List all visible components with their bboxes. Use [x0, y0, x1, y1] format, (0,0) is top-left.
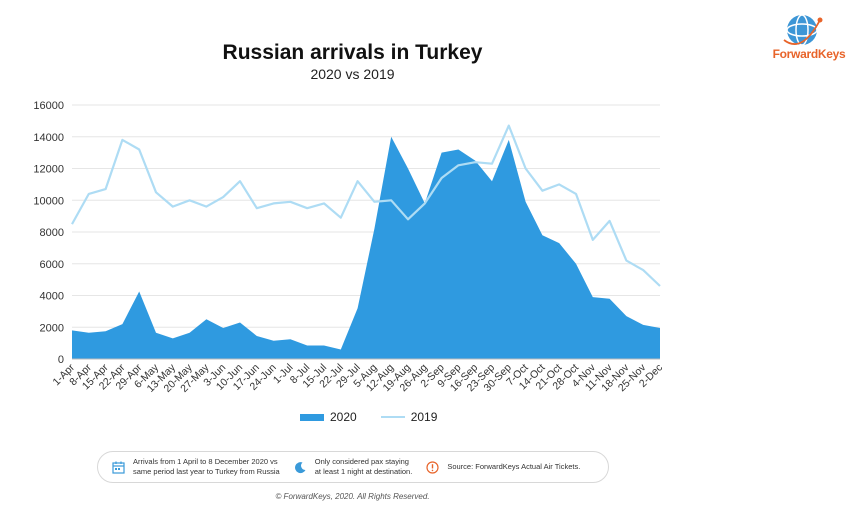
- alert-icon: [426, 460, 439, 474]
- info-period-line2: same period last year to Turkey from Rus…: [133, 467, 280, 476]
- legend-label-2020: 2020: [330, 410, 357, 424]
- info-panel: Arrivals from 1 April to 8 December 2020…: [97, 451, 609, 483]
- logo-text: ForwardKeys: [772, 47, 846, 61]
- y-tick-label: 12000: [33, 164, 64, 176]
- series-2020-area: [72, 136, 660, 359]
- y-tick-label: 8000: [40, 227, 64, 239]
- series-2019-line: [71, 124, 661, 287]
- chart-subtitle: 2020 vs 2019: [310, 66, 395, 82]
- info-source-line1: Source: ForwardKeys Actual Air Tickets.: [447, 462, 581, 472]
- legend-swatch-2019: [380, 416, 405, 418]
- info-item-stay: Only considered pax staying at least 1 n…: [280, 457, 413, 477]
- y-tick-label: 2000: [40, 322, 64, 334]
- y-tick-label: 4000: [40, 291, 64, 303]
- chart-legend: 2020 2019: [300, 410, 437, 424]
- y-tick-label: 16000: [33, 100, 64, 112]
- info-period-line1: Arrivals from 1 April to 8 December 2020…: [133, 457, 278, 467]
- legend-swatch-2020: [300, 413, 324, 421]
- area-chart: 0 2000 4000 6000 8000 10000 12000 14000 16000 1-…: [33, 100, 665, 395]
- info-stay-line2: at least 1 night at destination.: [314, 467, 413, 476]
- moon-icon: [294, 461, 306, 473]
- copyright-footer: © ForwardKeys, 2020. All Rights Reserved…: [275, 492, 430, 501]
- globe-logo-icon: [783, 14, 823, 46]
- calendar-icon: [112, 461, 125, 474]
- info-item-period: Arrivals from 1 April to 8 December 2020…: [98, 457, 280, 477]
- chart-title: Russian arrivals in Turkey: [222, 41, 483, 64]
- legend-label-2019: 2019: [410, 410, 438, 424]
- y-tick-label: 6000: [40, 259, 64, 271]
- y-tick-label: 10000: [33, 195, 64, 207]
- info-item-source: Source: ForwardKeys Actual Air Tickets.: [412, 460, 581, 474]
- y-tick-label: 0: [58, 354, 64, 366]
- info-stay-line1: Only considered pax staying: [314, 457, 409, 467]
- x-axis-ticks: 1-Apr8-Apr15-Apr22-Apr29-Apr6-May13-May2…: [50, 361, 665, 395]
- y-tick-label: 14000: [33, 132, 64, 144]
- y-axis-ticks: 0 2000 4000 6000 8000 10000 12000 14000 16000: [33, 100, 64, 366]
